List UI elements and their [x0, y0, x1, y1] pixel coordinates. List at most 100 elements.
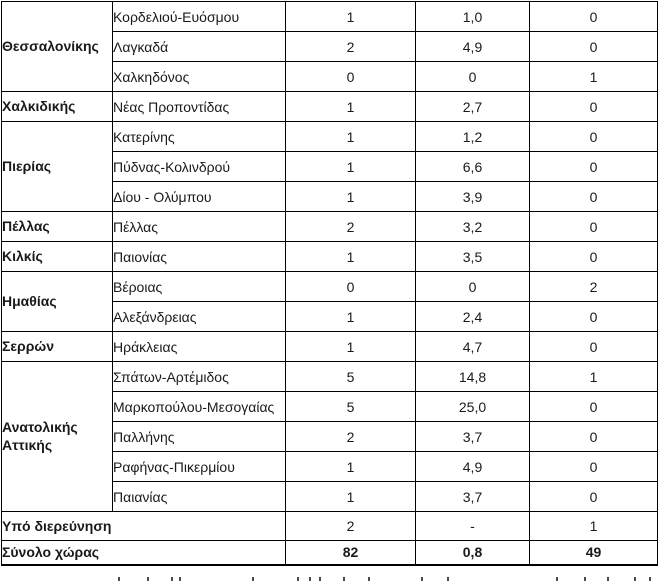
value-cell: 5	[285, 361, 416, 392]
value-cell: 1	[529, 511, 658, 541]
value-cell: 4,9	[415, 31, 530, 62]
region-cell: Ανατολικής Αττικής	[1, 361, 113, 512]
value-cell: 3,5	[415, 241, 530, 272]
value-cell: 0	[529, 121, 658, 152]
municipality-cell: Πύδνας-Κολινδρού	[112, 151, 286, 182]
table-row: Αλεξάνδρειας 1 2,4 0	[2, 301, 658, 332]
value-cell: 4,7	[415, 331, 530, 362]
value-cell: 0	[285, 61, 416, 92]
value-cell: 14,8	[415, 361, 530, 392]
value-cell: 2,7	[415, 91, 530, 122]
value-cell: 1	[285, 1, 416, 32]
value-cell: 0,8	[415, 540, 530, 565]
value-cell: 49	[529, 540, 658, 565]
municipality-cell: Ηράκλειας	[112, 331, 286, 362]
value-cell: 0	[415, 271, 530, 302]
value-cell: 1	[285, 121, 416, 152]
value-cell: 3,7	[415, 421, 530, 452]
value-cell: 1	[285, 451, 416, 482]
table-row: Ραφήνας-Πικερμίου 1 4,9 0	[2, 451, 658, 482]
value-cell: 0	[529, 211, 658, 242]
table-row: Λαγκαδά 2 4,9 0	[2, 31, 658, 62]
value-cell: 1	[529, 61, 658, 92]
region-cell: Ημαθίας	[1, 271, 113, 332]
municipality-cell: Κατερίνης	[112, 121, 286, 152]
value-cell: 3,2	[415, 211, 530, 242]
value-cell: 1,0	[415, 1, 530, 32]
value-cell: 3,9	[415, 181, 530, 212]
region-cell: Πέλλας	[1, 211, 113, 242]
value-cell: 2	[285, 211, 416, 242]
footer-label-cell: Σύνολο χώρας	[1, 540, 286, 565]
municipality-cell: Ραφήνας-Πικερμίου	[112, 451, 286, 482]
value-cell: 1	[285, 331, 416, 362]
value-cell: 0	[529, 91, 658, 122]
municipality-cell: Παιανίας	[112, 481, 286, 512]
value-cell: 2	[285, 31, 416, 62]
region-cell: Θεσσαλονίκης	[1, 1, 113, 92]
value-cell: 2	[285, 421, 416, 452]
region-cell: Πιερίας	[1, 121, 113, 212]
value-cell: 1	[285, 91, 416, 122]
regional-cases-table: Θεσσαλονίκης Κορδελιού-Ευόσμου 1 1,0 0 Λαγκαδ…	[1, 1, 658, 566]
value-cell: 0	[529, 301, 658, 332]
table-row: Χαλκηδόνος 0 0 1	[2, 61, 658, 92]
value-cell: 0	[415, 61, 530, 92]
municipality-cell: Μαρκοπούλου-Μεσογαίας	[112, 391, 286, 422]
table-row: Πιερίας Κατερίνης 1 1,2 0	[1, 121, 658, 212]
value-cell: 0	[529, 1, 658, 32]
value-cell: 0	[529, 151, 658, 182]
country-total-row: Σύνολο χώρας 82 0,8 49	[1, 540, 658, 565]
footer-label-cell: Υπό διερεύνηση	[1, 511, 286, 541]
value-cell: 1	[285, 181, 416, 212]
value-cell: 1	[285, 241, 416, 272]
table-row: Κιλκίς Παιονίας 1 3,5 0	[1, 241, 658, 272]
value-cell: 6,6	[415, 151, 530, 182]
value-cell: 2,4	[415, 301, 530, 332]
clipped-caption-fragments	[0, 576, 659, 581]
table-row: Πέλλας Πέλλας 2 3,2 0	[1, 211, 658, 242]
table-row: Ημαθίας Βέροιας 0 0 2	[1, 271, 658, 332]
value-cell: 1	[285, 151, 416, 182]
municipality-cell: Παιονίας	[112, 241, 286, 272]
value-cell: 4,9	[415, 451, 530, 482]
value-cell: 1,2	[415, 121, 530, 152]
municipality-cell: Πέλλας	[112, 211, 286, 242]
value-cell: -	[415, 511, 530, 541]
table-row: Μαρκοπούλου-Μεσογαίας 5 25,0 0	[2, 391, 658, 422]
table-row: Παιανίας 1 3,7 0	[2, 481, 658, 512]
value-cell: 0	[529, 481, 658, 512]
value-cell: 1	[285, 301, 416, 332]
municipality-cell: Λαγκαδά	[112, 31, 286, 62]
value-cell: 0	[529, 451, 658, 482]
value-cell: 3,7	[415, 481, 530, 512]
municipality-cell: Σπάτων-Αρτέμιδος	[112, 361, 286, 392]
municipality-cell: Δίου - Ολύμπου	[112, 181, 286, 212]
value-cell: 2	[285, 511, 416, 541]
region-cell: Κιλκίς	[1, 241, 113, 272]
municipality-cell: Βέροιας	[112, 271, 286, 302]
municipality-cell: Παλλήνης	[112, 421, 286, 452]
under-investigation-row: Υπό διερεύνηση 2-1	[1, 511, 658, 541]
value-cell: 0	[529, 241, 658, 272]
value-cell: 1	[529, 361, 658, 392]
table-row: Παλλήνης 2 3,7 0	[2, 421, 658, 452]
value-cell: 0	[529, 391, 658, 422]
value-cell: 0	[529, 331, 658, 362]
value-cell: 25,0	[415, 391, 530, 422]
municipality-cell: Νέας Προποντίδας	[112, 91, 286, 122]
table-row: Θεσσαλονίκης Κορδελιού-Ευόσμου 1 1,0 0	[1, 1, 658, 92]
table-row: Σερρών Ηράκλειας 1 4,7 0	[1, 331, 658, 362]
municipality-cell: Αλεξάνδρειας	[112, 301, 286, 332]
region-cell: Σερρών	[1, 331, 113, 362]
value-cell: 5	[285, 391, 416, 422]
municipality-cell: Χαλκηδόνος	[112, 61, 286, 92]
value-cell: 2	[529, 271, 658, 302]
municipality-cell: Κορδελιού-Ευόσμου	[112, 1, 286, 32]
value-cell: 0	[529, 31, 658, 62]
value-cell: 0	[529, 421, 658, 452]
value-cell: 82	[285, 540, 416, 565]
region-cell: Χαλκιδικής	[1, 91, 113, 122]
value-cell: 0	[285, 271, 416, 302]
